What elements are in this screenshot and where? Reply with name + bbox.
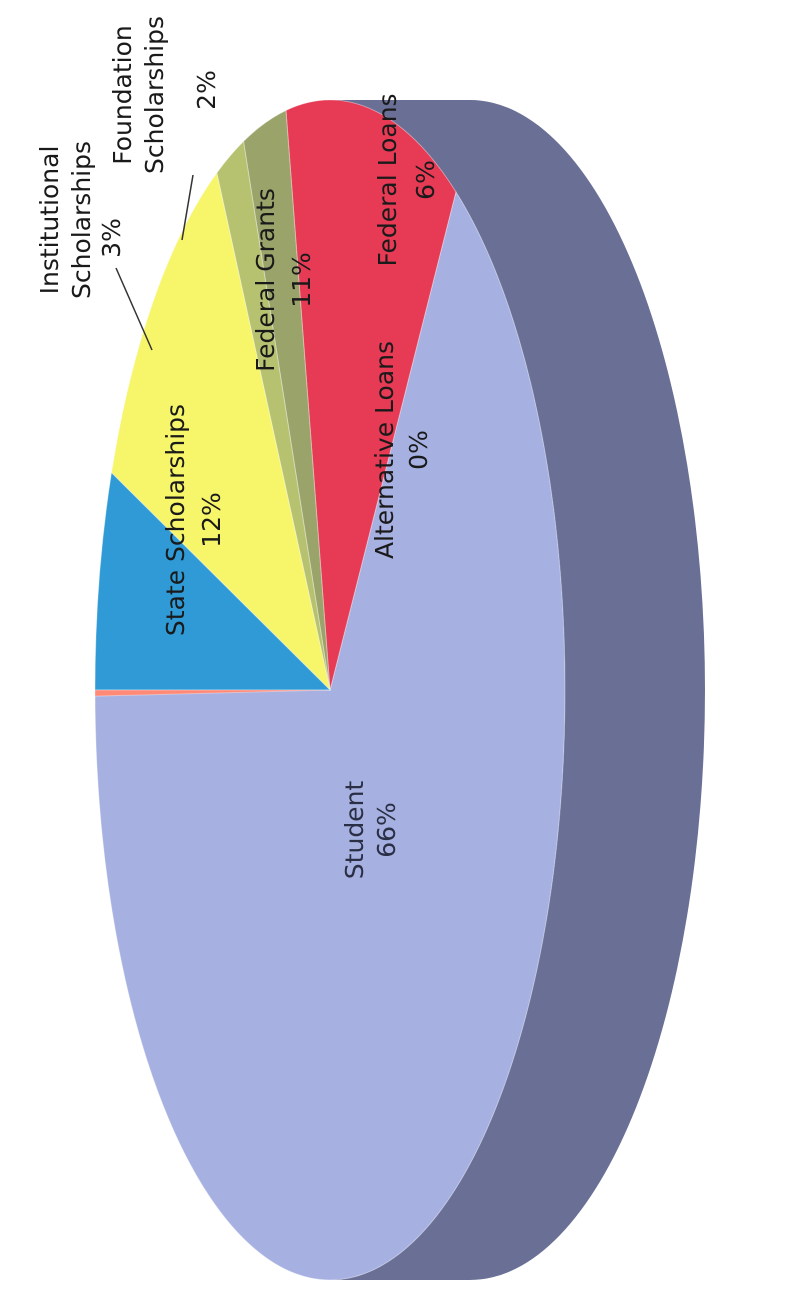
label-foundation-value: 2% <box>192 70 221 110</box>
label-student-value: 66% <box>372 802 401 858</box>
label-state-scholarships-value: 12% <box>197 492 226 548</box>
label-foundation-line2: Scholarships <box>140 16 169 174</box>
label-institutional-value: 3% <box>97 218 126 258</box>
pie-slice-student <box>94 190 566 1281</box>
label-federal-loans-name: Federal Loans <box>373 93 402 266</box>
pie-side-layer <box>330 100 705 1280</box>
label-state-scholarships: State Scholarships 12% <box>161 404 226 636</box>
label-alternative-loans-name: Alternative Loans <box>370 341 399 559</box>
pie-top-layer <box>94 99 566 1281</box>
label-institutional-line1: Institutional <box>35 146 64 295</box>
pie-slice-institutional-scholarships <box>242 109 331 691</box>
leader-foundation <box>181 174 194 241</box>
label-foundation-scholarships: Foundation Scholarships <box>108 16 169 174</box>
label-foundation-value-group: 2% <box>192 70 221 110</box>
label-federal-grants-value: 11% <box>287 252 316 308</box>
label-institutional-line2: Scholarships <box>67 141 96 299</box>
label-federal-loans: Federal Loans 6% <box>373 93 440 266</box>
label-institutional-value-group: 3% <box>97 218 126 258</box>
label-student: Student 66% <box>340 781 401 880</box>
pie-slice-federal-loans <box>94 471 332 691</box>
leader-institutional <box>115 267 153 351</box>
label-institutional-scholarships: Institutional Scholarships <box>35 141 96 299</box>
label-federal-grants: Federal Grants 11% <box>251 188 316 372</box>
label-federal-grants-name: Federal Grants <box>251 188 280 372</box>
pie-slice-alternative-loans <box>94 689 331 697</box>
label-state-scholarships-name: State Scholarships <box>161 404 190 636</box>
pie-side <box>330 100 705 1280</box>
pie-slice-foundation-scholarships <box>216 140 331 691</box>
label-alternative-loans-value: 0% <box>404 430 433 470</box>
label-alternative-loans: Alternative Loans 0% <box>370 341 433 559</box>
pie-labels: Student 66% State Scholarships 12% Insti… <box>35 16 440 879</box>
pie-slice-state-scholarships <box>285 99 457 691</box>
label-student-name: Student <box>340 781 369 880</box>
label-federal-loans-value: 6% <box>411 160 440 200</box>
pie-slice-federal-grants <box>110 171 331 692</box>
label-foundation-line1: Foundation <box>108 25 137 165</box>
